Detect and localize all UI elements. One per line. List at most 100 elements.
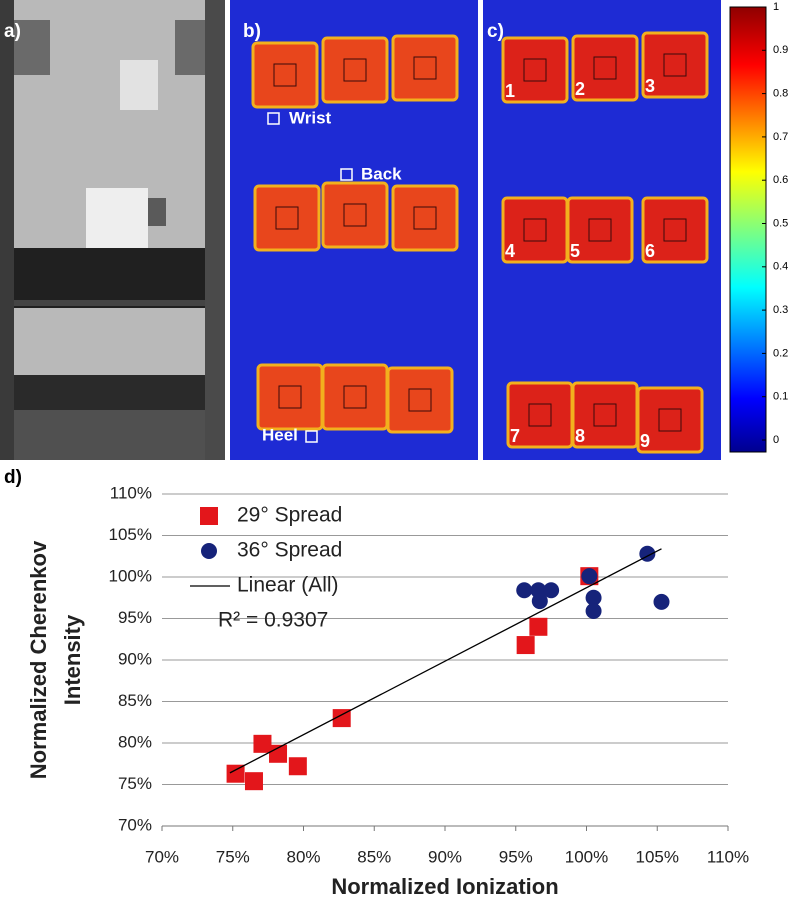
colorbar-tick-label: 1 xyxy=(773,1,779,13)
heat-square xyxy=(251,41,319,109)
colorbar-tick-label: 0.9 xyxy=(773,44,788,56)
y-tick-label: 95% xyxy=(118,608,152,627)
roi-box xyxy=(663,53,687,77)
point xyxy=(529,617,548,636)
panel-label: b) xyxy=(243,21,261,42)
y-tick-label: 85% xyxy=(118,691,152,710)
legend-label: Linear (All) xyxy=(237,574,339,597)
square-number: 2 xyxy=(575,79,585,99)
heat-square xyxy=(321,181,389,249)
x-tick-label: 80% xyxy=(286,847,320,866)
y-tick-label: 80% xyxy=(118,732,152,751)
roi-box xyxy=(523,58,547,82)
point xyxy=(653,593,670,610)
x-axis-label: Normalized Ionization xyxy=(331,874,558,899)
point xyxy=(543,582,560,599)
heat-squares xyxy=(251,31,709,454)
roi-box xyxy=(343,58,367,82)
heat-square xyxy=(321,36,389,104)
colorbar-tick-label: 0.2 xyxy=(773,347,788,359)
photo xyxy=(0,0,225,460)
site-marker xyxy=(340,168,353,181)
roi-box xyxy=(343,385,367,409)
x-tick-label: 70% xyxy=(145,847,179,866)
colorbar-tick-label: 0.7 xyxy=(773,131,788,143)
x-tick-label: 110% xyxy=(707,847,749,866)
legend-label: 36° Spread xyxy=(237,539,342,562)
x-tick-label: 75% xyxy=(216,847,250,866)
point xyxy=(244,772,263,791)
x-tick-label: 95% xyxy=(499,847,533,866)
colorbar-tick-label: 0.8 xyxy=(773,88,788,100)
y-tick-label: 110% xyxy=(110,483,152,502)
point xyxy=(581,568,598,585)
square-number: 7 xyxy=(510,426,520,446)
roi-box xyxy=(275,206,299,230)
point xyxy=(585,589,602,606)
heat-square xyxy=(391,184,459,252)
roi-box xyxy=(588,218,612,242)
panel-label: d) xyxy=(4,467,22,488)
point xyxy=(288,757,307,776)
site-label: Wrist xyxy=(289,108,332,127)
y-tick-label: 90% xyxy=(118,649,152,668)
y-tick-label: 100% xyxy=(109,566,152,585)
x-tick-label: 100% xyxy=(565,847,608,866)
square-number: 6 xyxy=(645,241,655,261)
square-number: 5 xyxy=(570,241,580,261)
heat-square xyxy=(636,386,704,454)
site-marker xyxy=(267,112,280,125)
legend-marker xyxy=(201,543,217,559)
square-number: 8 xyxy=(575,426,585,446)
colorbar-tick-label: 0.4 xyxy=(773,261,788,273)
point xyxy=(516,582,533,599)
site-marker xyxy=(305,430,318,443)
roi-box xyxy=(593,403,617,427)
colorbar-tick-label: 0.3 xyxy=(773,304,788,316)
heat-square xyxy=(386,366,454,434)
heat-square xyxy=(391,34,459,102)
heat-square xyxy=(501,36,569,104)
square-number: 3 xyxy=(645,76,655,96)
heat-square xyxy=(571,34,639,102)
legend-marker xyxy=(200,507,218,525)
y-tick-label: 75% xyxy=(118,774,152,793)
site-label: Back xyxy=(361,164,402,183)
point xyxy=(585,603,602,620)
x-tick-label: 105% xyxy=(636,847,679,866)
roi-box xyxy=(658,408,682,432)
point xyxy=(531,593,548,610)
square-number: 1 xyxy=(505,81,515,101)
colorbar-tick-label: 0.6 xyxy=(773,174,788,186)
colorbar xyxy=(729,6,767,453)
heat-square xyxy=(321,363,389,431)
y-tick-label: 70% xyxy=(118,815,152,834)
roi-box xyxy=(278,385,302,409)
roi-box xyxy=(408,388,432,412)
point xyxy=(269,744,288,763)
heat-square xyxy=(641,196,709,264)
square-number: 4 xyxy=(505,241,515,261)
point xyxy=(516,636,535,655)
heat-square xyxy=(641,31,709,99)
colorbar-tick-label: 0.5 xyxy=(773,217,788,229)
roi-box xyxy=(413,56,437,80)
x-tick-label: 90% xyxy=(428,847,462,866)
y-axis-label: Intensity xyxy=(60,614,85,705)
annotation: R² = 0.9307 xyxy=(218,609,328,632)
panel-label: a) xyxy=(4,21,21,42)
roi-box xyxy=(663,218,687,242)
y-axis-label: Normalized Cherenkov xyxy=(26,540,51,779)
point xyxy=(332,709,351,728)
point xyxy=(226,764,245,783)
panel-label: c) xyxy=(487,21,504,42)
roi-box xyxy=(413,206,437,230)
square-number: 9 xyxy=(640,431,650,451)
roi-box xyxy=(593,56,617,80)
x-tick-label: 85% xyxy=(357,847,391,866)
legend-label: 29° Spread xyxy=(237,504,342,527)
roi-box xyxy=(273,63,297,87)
trend-line xyxy=(229,548,662,774)
site-label: Heel xyxy=(262,425,298,444)
